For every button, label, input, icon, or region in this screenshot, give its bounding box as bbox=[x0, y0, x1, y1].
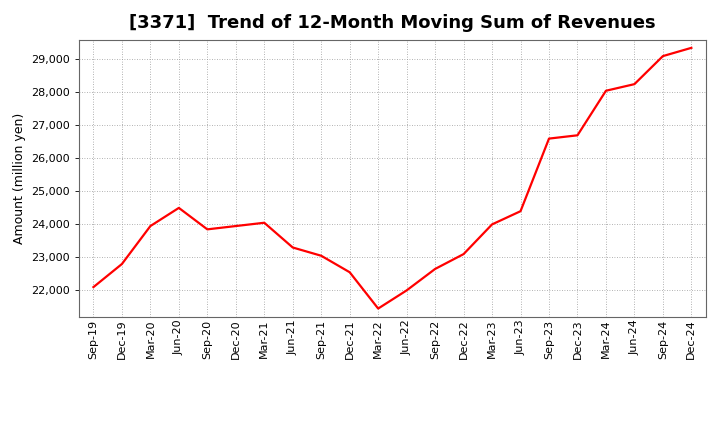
Title: [3371]  Trend of 12-Month Moving Sum of Revenues: [3371] Trend of 12-Month Moving Sum of R… bbox=[129, 15, 656, 33]
Y-axis label: Amount (million yen): Amount (million yen) bbox=[13, 113, 26, 244]
